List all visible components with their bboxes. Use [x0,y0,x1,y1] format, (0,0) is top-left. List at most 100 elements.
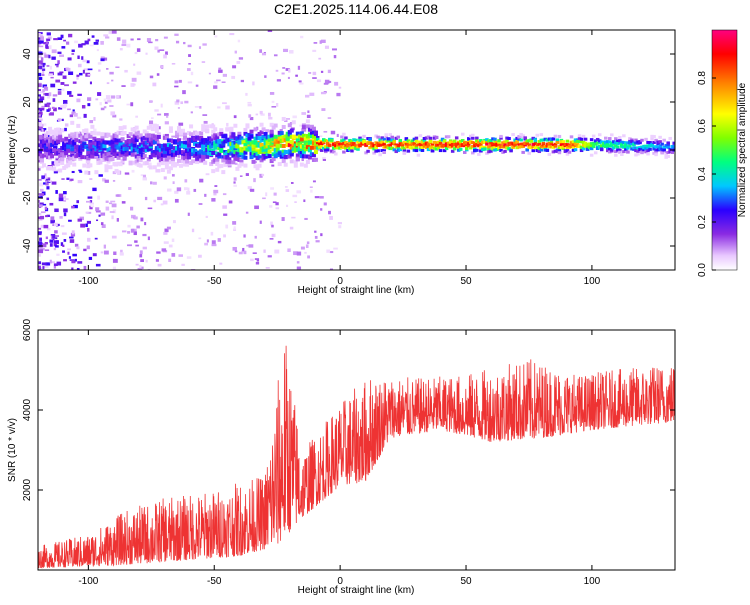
spectrogram-cell [646,144,650,148]
speckle-cell [49,243,53,247]
spectrogram-cell [74,138,79,143]
speckle-cell [320,91,326,95]
spectrogram-cell [307,148,312,153]
spectrogram-cell [589,144,594,148]
spectrogram-cell [72,162,77,167]
speckle-cell [57,60,60,65]
speckle-cell [111,95,116,99]
spectrogram-cell [626,141,630,145]
speckle-cell [176,187,182,192]
speckle-cell [45,92,50,96]
spectrogram-cell [356,140,360,144]
speckle-cell [300,35,304,39]
spectrogram-cell [535,133,540,137]
spectrogram-cell [499,145,503,149]
spectrogram-cell [100,132,105,137]
speckle-cell [211,240,216,245]
spectrogram-cell [253,127,258,132]
spectrogram-cell [68,140,73,145]
speckle-cell [72,81,77,84]
spectrogram-cell [114,133,119,138]
speckle-cell [69,236,74,239]
spectrogram-cell [303,141,308,146]
speckle-cell [44,173,47,177]
spectrogram-cell [567,144,572,148]
speckle-cell [261,52,267,56]
spectrogram-cell [573,138,578,142]
spectrogram-cell [547,143,552,147]
spectrogram-cell [191,135,196,140]
speckle-cell [163,54,167,59]
speckle-cell [130,102,134,107]
spectrogram-cell [400,146,405,150]
spectrogram-cell [102,144,107,149]
speckle-cell [137,38,141,41]
speckle-cell [221,81,226,83]
spectrogram-cell [430,145,435,149]
spectrogram-cell [501,145,505,149]
speckle-cell [241,250,246,253]
speckle-cell [155,259,159,262]
speckle-cell [233,177,237,181]
speckle-cell [294,201,297,203]
spectrogram-cell [98,140,103,145]
speckle-cell [210,231,214,236]
speckle-cell [77,55,80,59]
spectrogram-cell [418,142,423,146]
spectrogram-cell [471,144,475,148]
spectrogram-cell [221,158,226,163]
speckle-cell [49,202,54,206]
spectrogram-cell [187,137,192,142]
spectrogram-cell [467,142,471,146]
spectrogram-cell [142,161,147,166]
spectrogram-cell [207,136,212,141]
spectrogram-cell [271,137,276,142]
colorbar [711,29,738,271]
spectrogram-cell [469,146,473,150]
spectrogram-cell [166,151,171,156]
speckle-cell [77,63,82,68]
speckle-cell [202,43,207,46]
spectrogram-cell [376,143,380,147]
speckle-cell [165,115,169,118]
speckle-cell [39,237,42,241]
spectrogram-cell [261,127,266,132]
spectrogram-cell [213,142,218,147]
speckle-cell [139,250,143,255]
spectrogram-cell [326,148,330,152]
speckle-cell [163,241,169,244]
spectrogram-cell [227,142,232,147]
speckle-cell [160,203,164,206]
spectrogram-cell [102,146,107,151]
spectrogram-cell [213,127,218,132]
speckle-cell [131,77,137,82]
snr-ytick-label: 4000 [22,398,33,421]
speckle-cell [155,169,161,173]
speckle-cell [53,170,59,172]
speckle-cell [49,45,52,50]
spectrogram-cell [305,134,310,139]
spectrogram-cell [412,137,417,141]
speckle-cell [66,41,70,45]
speckle-cell [59,54,65,57]
spectrogram-cell [273,141,278,146]
speckle-cell [42,128,47,131]
speckle-cell [242,247,245,252]
spectrogram-cell [634,138,638,142]
spectrogram-ytick-label: -20 [22,190,33,205]
spectrogram-cell [140,153,145,158]
spectrogram-cell [521,142,525,146]
spectrogram-cell [203,140,208,145]
spectrogram-cell [422,143,427,147]
spectrogram-cell [545,144,550,148]
spectrogram-cell [207,144,212,149]
spectrogram-cell [217,152,222,157]
speckle-cell [76,267,80,270]
speckle-cell [67,57,72,61]
speckle-cell [124,172,130,175]
spectrogram-cell [108,165,113,170]
spectrogram-cell [58,149,63,154]
spectrogram-cell [183,144,188,149]
speckle-cell [229,33,235,36]
spectrogram-cell [535,143,540,147]
